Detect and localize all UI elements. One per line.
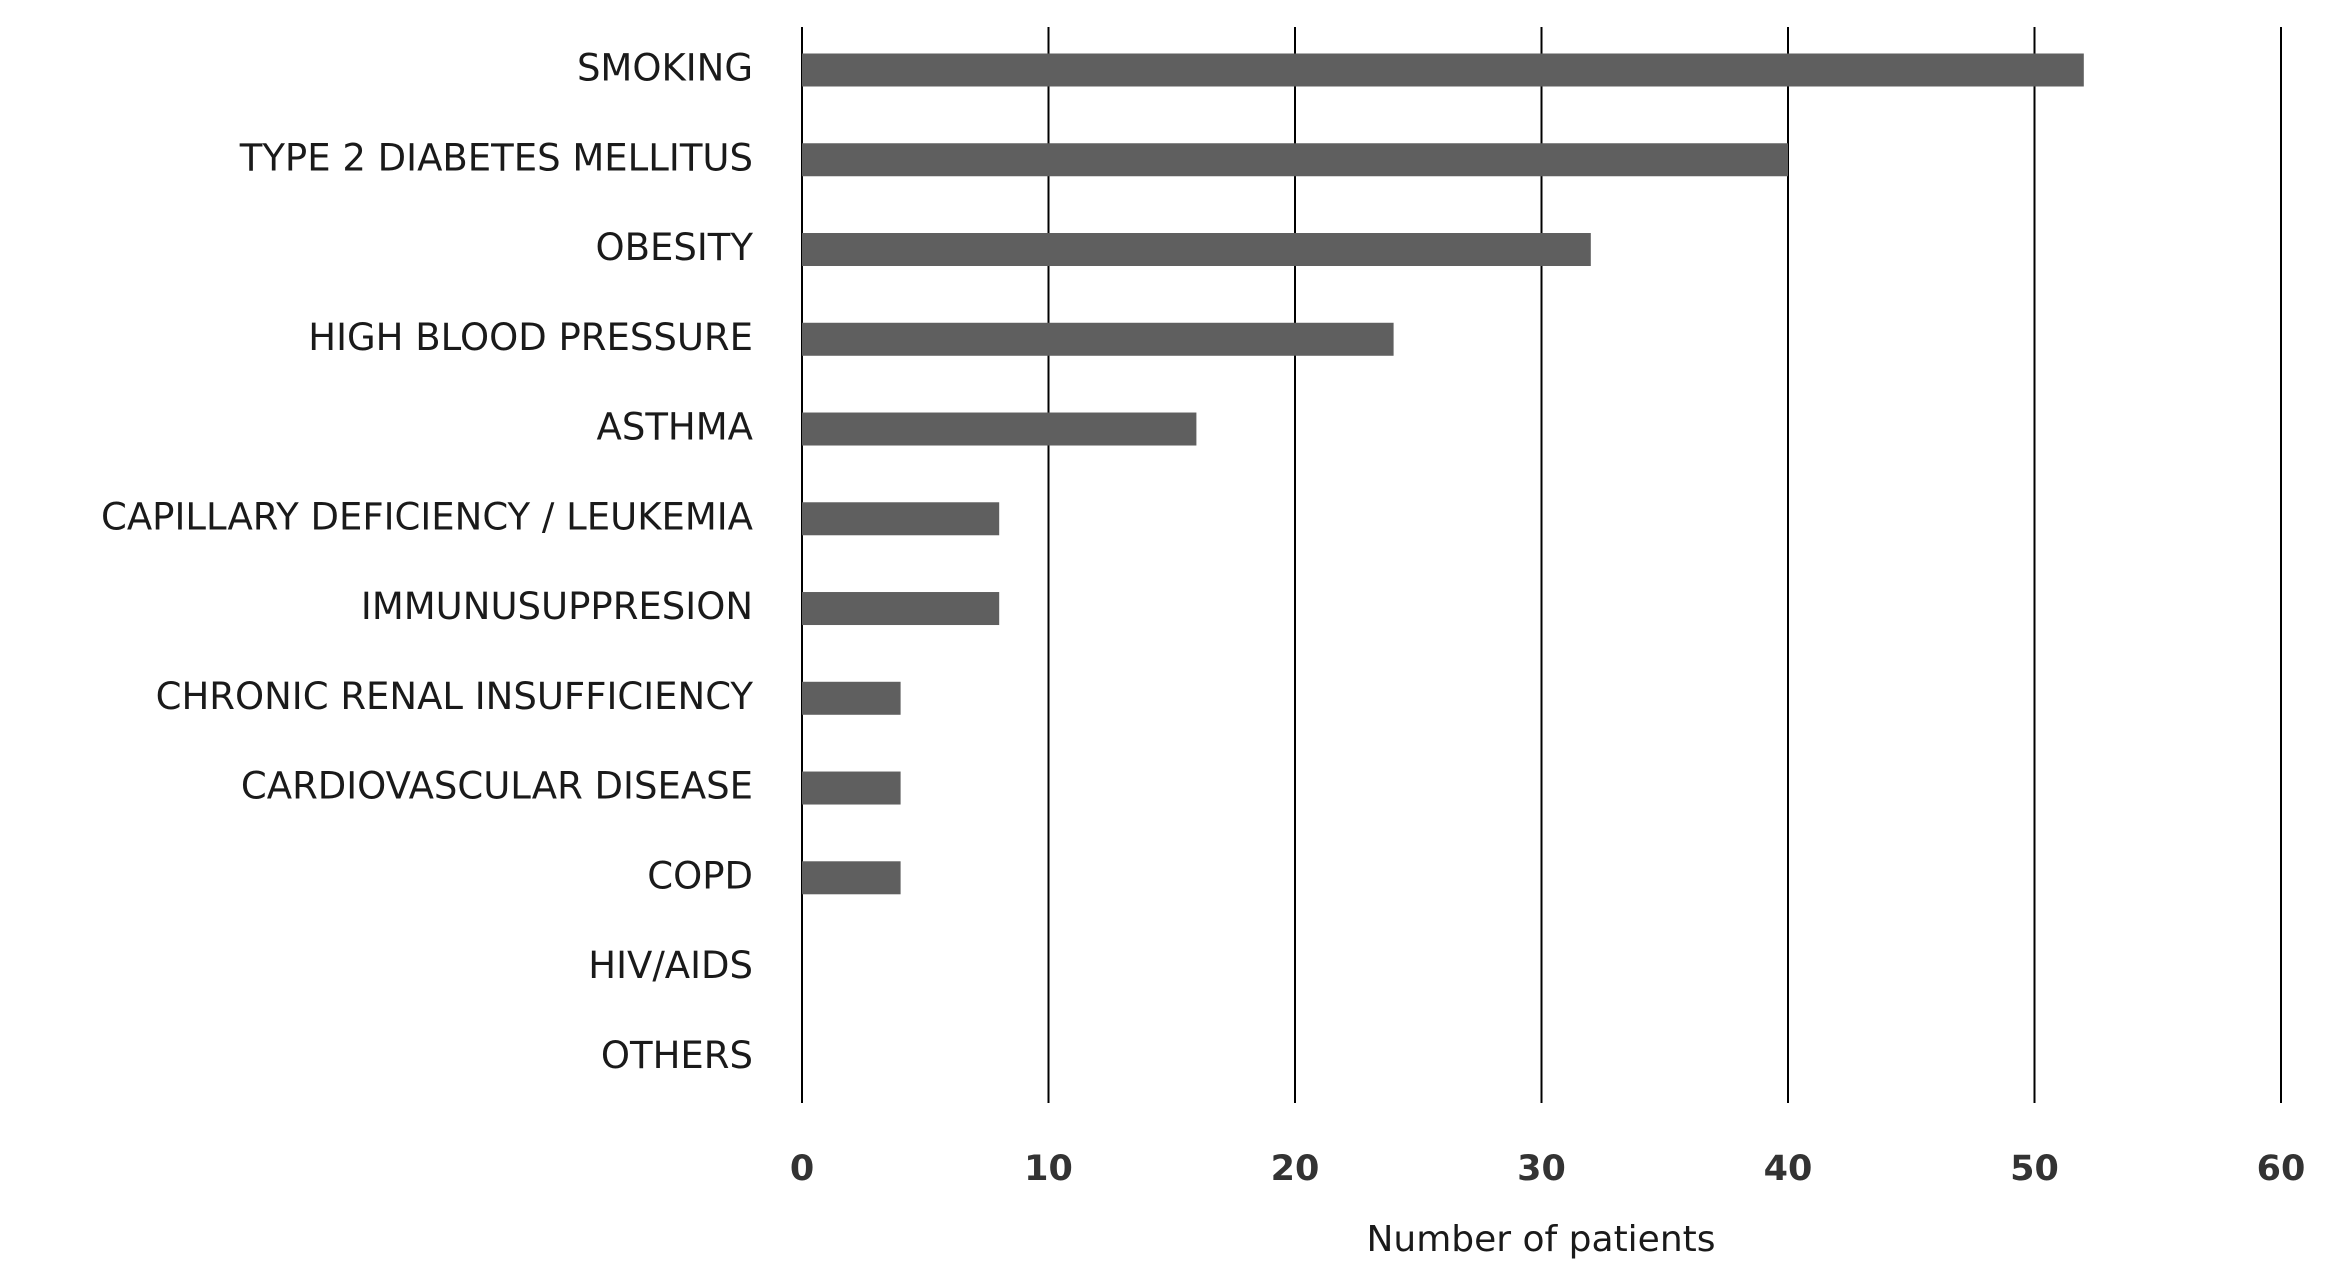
y-tick-label: HIGH BLOOD PRESSURE — [308, 316, 753, 359]
y-tick-label: TYPE 2 DIABETES MELLITUS — [239, 136, 753, 179]
bar — [802, 412, 1197, 446]
y-tick-label: ASTHMA — [597, 406, 753, 449]
x-tick-label: 60 — [2257, 1149, 2306, 1189]
x-tick-label: 10 — [1024, 1149, 1073, 1189]
y-tick-label: IMMUNUSUPPRESION — [361, 585, 753, 628]
bar — [802, 861, 901, 895]
bar — [802, 322, 1394, 356]
y-tick-label: OTHERS — [601, 1034, 753, 1077]
y-tick-label: SMOKING — [577, 47, 753, 90]
bar — [802, 592, 1000, 626]
bar — [802, 143, 1788, 177]
y-tick-label: CAPILLARY DEFICIENCY / LEUKEMIA — [101, 495, 753, 538]
y-tick-label: HIV/AIDS — [588, 944, 753, 987]
bar — [802, 53, 2084, 87]
x-tick-label: 40 — [1764, 1149, 1813, 1189]
y-tick-label: CARDIOVASCULAR DISEASE — [241, 765, 753, 808]
bar — [802, 771, 901, 805]
x-tick-label: 30 — [1517, 1149, 1566, 1189]
x-tick-label: 20 — [1271, 1149, 1320, 1189]
y-tick-label: OBESITY — [596, 226, 754, 269]
bar — [802, 233, 1591, 267]
bar — [802, 502, 1000, 536]
x-axis-title: Number of patients — [1366, 1219, 1715, 1260]
y-tick-label: CHRONIC RENAL INSUFFICIENCY — [156, 675, 754, 718]
x-tick-label: 50 — [2010, 1149, 2059, 1189]
bar — [802, 681, 901, 715]
y-tick-label: COPD — [647, 854, 753, 897]
x-tick-label: 0 — [790, 1149, 814, 1189]
